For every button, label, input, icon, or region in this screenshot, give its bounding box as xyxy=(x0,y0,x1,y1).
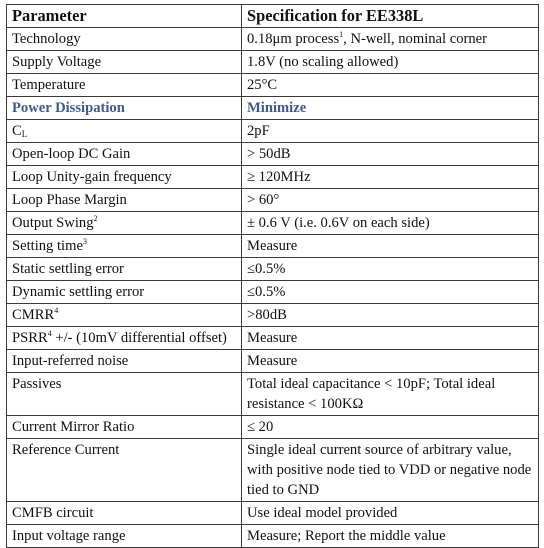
param-cell: Power Dissipation xyxy=(6,96,242,120)
param-cell: Static settling error xyxy=(6,257,242,281)
table-row: Technology 0.18μm process1, N-well, nomi… xyxy=(6,27,539,51)
spec-cell: Measure; Report the middle value xyxy=(241,524,539,548)
table-row: Loop Unity-gain frequency ≥ 120MHz xyxy=(6,165,539,189)
table-row: CMFB circuit Use ideal model provided xyxy=(6,501,539,525)
spec-cell: Measure xyxy=(241,326,539,350)
spec-cell: > 50dB xyxy=(241,142,539,166)
table-row: Output Swing2 ± 0.6 V (i.e. 0.6V on each… xyxy=(6,211,539,235)
param-cell: Current Mirror Ratio xyxy=(6,415,242,439)
spec-cell: 0.18μm process1, N-well, nominal corner xyxy=(241,27,539,51)
spec-cell: > 60° xyxy=(241,188,539,212)
param-text: Output Swing xyxy=(12,215,94,231)
param-cell: Open-loop DC Gain xyxy=(6,142,242,166)
spec-text: , N-well, nominal corner xyxy=(343,31,488,47)
param-text: C xyxy=(12,123,22,139)
param-cell: Loop Unity-gain frequency xyxy=(6,165,242,189)
spec-cell: Measure xyxy=(241,234,539,258)
header-parameter: Parameter xyxy=(6,4,242,28)
footnote-marker: 4 xyxy=(54,306,59,315)
spec-cell: 1.8V (no scaling allowed) xyxy=(241,50,539,74)
param-cell: Input voltage range xyxy=(6,524,242,548)
spec-cell: ≤0.5% xyxy=(241,257,539,281)
spec-cell: Use ideal model provided xyxy=(241,501,539,525)
table-row: Dynamic settling error ≤0.5% xyxy=(6,280,539,304)
param-text: +/- (10mV differential offset) xyxy=(51,330,227,346)
spec-table: Parameter Specification for EE338L Techn… xyxy=(6,4,539,548)
param-cell: CMRR4 xyxy=(6,303,242,327)
spec-cell: Measure xyxy=(241,349,539,373)
param-cell: PSRR4 +/- (10mV differential offset) xyxy=(6,326,242,350)
spec-cell: ≤0.5% xyxy=(241,280,539,304)
table-row: Passives Total ideal capacitance < 10pF;… xyxy=(6,372,539,416)
table-row-highlight: Power Dissipation Minimize xyxy=(6,96,539,120)
param-cell: CMFB circuit xyxy=(6,501,242,525)
table-row: Current Mirror Ratio ≤ 20 xyxy=(6,415,539,439)
table-row: CL 2pF xyxy=(6,119,539,143)
spec-cell: >80dB xyxy=(241,303,539,327)
table-row: Setting time3 Measure xyxy=(6,234,539,258)
param-text: Setting time xyxy=(12,238,83,254)
table-row: Temperature 25°C xyxy=(6,73,539,97)
param-cell: Setting time3 xyxy=(6,234,242,258)
spec-cell: ± 0.6 V (i.e. 0.6V on each side) xyxy=(241,211,539,235)
param-cell: Loop Phase Margin xyxy=(6,188,242,212)
param-cell: Input-referred noise xyxy=(6,349,242,373)
table-row: Loop Phase Margin > 60° xyxy=(6,188,539,212)
footnote-marker: 4 xyxy=(47,329,52,338)
spec-text: μm process xyxy=(272,31,340,47)
param-text: PSRR xyxy=(12,330,48,346)
table-row: Reference Current Single ideal current s… xyxy=(6,438,539,502)
param-cell: CL xyxy=(6,119,242,143)
table-row: Static settling error ≤0.5% xyxy=(6,257,539,281)
footnote-marker: 3 xyxy=(82,237,87,246)
header-specification: Specification for EE338L xyxy=(241,4,539,28)
param-cell: Passives xyxy=(6,372,242,416)
param-cell: Temperature xyxy=(6,73,242,97)
footnote-marker: 1 xyxy=(339,30,344,39)
spec-cell: ≤ 20 xyxy=(241,415,539,439)
spec-cell: ≥ 120MHz xyxy=(241,165,539,189)
spec-cell: 25°C xyxy=(241,73,539,97)
param-cell: Technology xyxy=(6,27,242,51)
table-row: Input voltage range Measure; Report the … xyxy=(6,524,539,548)
param-text: CMRR xyxy=(12,307,55,323)
footnote-marker: 2 xyxy=(93,214,98,223)
spec-cell: Total ideal capacitance < 10pF; Total id… xyxy=(241,372,539,416)
subscript: L xyxy=(21,129,28,139)
spec-text: 0.18 xyxy=(247,31,273,47)
table-row: Input-referred noise Measure xyxy=(6,349,539,373)
table-row: Open-loop DC Gain > 50dB xyxy=(6,142,539,166)
param-cell: Dynamic settling error xyxy=(6,280,242,304)
param-cell: Reference Current xyxy=(6,438,242,502)
spec-table-container: Parameter Specification for EE338L Techn… xyxy=(6,4,539,548)
table-header-row: Parameter Specification for EE338L xyxy=(6,4,539,28)
table-row: PSRR4 +/- (10mV differential offset) Mea… xyxy=(6,326,539,350)
table-row: CMRR4 >80dB xyxy=(6,303,539,327)
param-cell: Supply Voltage xyxy=(6,50,242,74)
param-cell: Output Swing2 xyxy=(6,211,242,235)
spec-cell: Minimize xyxy=(241,96,539,120)
table-row: Supply Voltage 1.8V (no scaling allowed) xyxy=(6,50,539,74)
spec-cell: Single ideal current source of arbitrary… xyxy=(241,438,539,502)
spec-cell: 2pF xyxy=(241,119,539,143)
